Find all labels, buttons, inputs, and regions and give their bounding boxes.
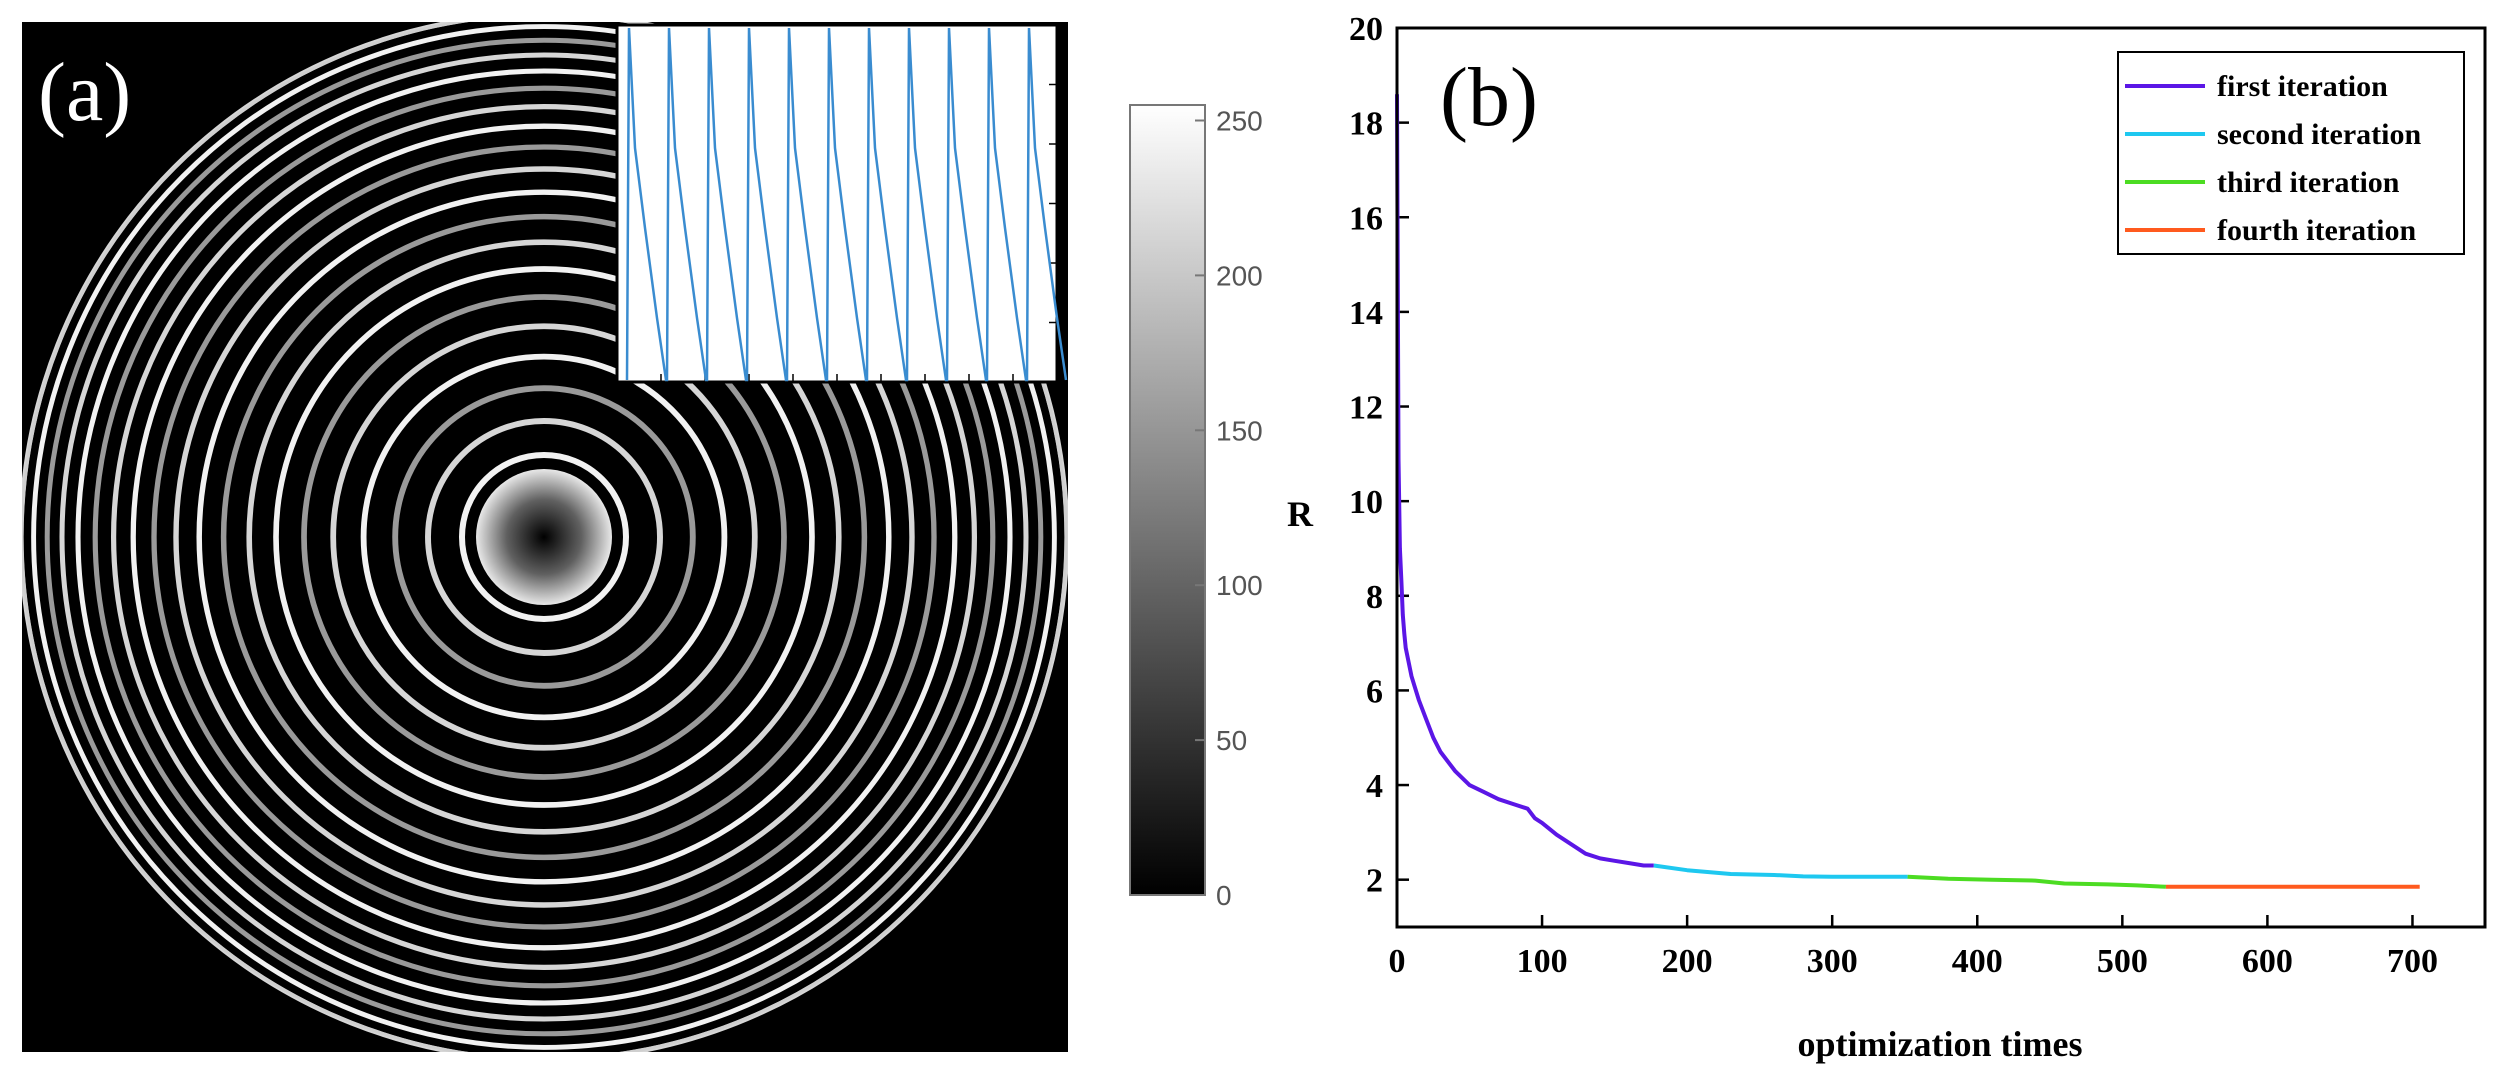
panel-a-label: (a): [38, 46, 131, 139]
y-tick-label: 20: [1349, 11, 1383, 48]
legend-label-3: third iteration: [2217, 166, 2400, 199]
colorbar-ticks: 0 50 100 150 200 250: [1195, 105, 1263, 911]
colorbar: 0 50 100 150 200 250: [1129, 104, 1263, 911]
y-tick-label: 12: [1349, 390, 1383, 427]
y-tick-label: 14: [1349, 295, 1383, 332]
phase-rings: [22, 22, 1068, 1052]
phase-ring: [173, 166, 915, 908]
y-tick-label: 2: [1366, 863, 1383, 900]
phase-ring: [151, 144, 937, 930]
y-tick-label: 10: [1349, 484, 1383, 521]
phase-ring: [459, 452, 629, 622]
legend-label-2: second iteration: [2217, 118, 2421, 151]
phase-ring: [196, 189, 892, 885]
colorbar-tick-label: 100: [1216, 570, 1263, 601]
colorbar-tick-label: 250: [1216, 105, 1263, 136]
x-tick-label: 500: [2097, 943, 2148, 980]
inset-sawtooth: [615, 23, 1068, 384]
y-tick-label: 18: [1349, 106, 1383, 143]
x-tick-label: 300: [1807, 943, 1858, 980]
phase-ring: [246, 239, 842, 835]
colorbar-tick-label: 50: [1216, 725, 1247, 756]
y-axis-label: R: [1287, 494, 1314, 534]
phase-ring: [425, 418, 663, 656]
legend-label-4: fourth iteration: [2217, 214, 2416, 247]
phase-center-spot: [476, 469, 612, 605]
phase-ring: [44, 37, 1044, 1037]
series-line-3: [1907, 874, 2166, 889]
y-tick-label: 8: [1366, 579, 1383, 616]
x-tick-label: 700: [2387, 943, 2438, 980]
phase-ring: [392, 385, 696, 689]
panel-b-label: (b): [1440, 51, 1538, 144]
chart-series: [1395, 94, 2420, 889]
inset-sawtooth-line: [625, 27, 1068, 382]
x-axis-label: optimization times: [1798, 1024, 2083, 1064]
phase-ring: [330, 323, 758, 751]
legend-label-1: first iteration: [2217, 70, 2388, 103]
phase-ring: [130, 123, 958, 951]
x-tick-label: 100: [1517, 943, 1568, 980]
colorbar-gradient: [1129, 104, 1206, 896]
phase-ring: [31, 24, 1057, 1050]
colorbar-tick-label: 200: [1216, 260, 1263, 291]
chart-ticks: 0 100 200 300 400 500 600 700 2 4 6 8 10 12 14 16 18 20: [1349, 11, 2438, 980]
plot-area-frame: [1395, 26, 2487, 929]
phase-ring: [301, 294, 787, 780]
phase-ring: [110, 103, 978, 971]
x-tick-label: 400: [1952, 943, 2003, 980]
y-tick-label: 6: [1366, 673, 1383, 710]
y-tick-label: 4: [1366, 768, 1383, 805]
phase-outer-edge: [22, 22, 1068, 1052]
x-tick-label: 600: [2242, 943, 2293, 980]
phase-ring: [75, 68, 1013, 1006]
phase-ring: [360, 353, 728, 721]
chart-panel: 0 100 200 300 400 500 600 700 2 4 6 8 10 12 14 16 18 20 (…: [1287, 11, 2487, 1064]
legend: first iteration second iteration third ite…: [2117, 51, 2465, 255]
x-tick-label: 0: [1389, 943, 1406, 980]
phase-ring: [273, 266, 815, 808]
series-line-2: [1653, 863, 1908, 879]
y-tick-label: 16: [1349, 200, 1383, 237]
colorbar-tick-label: 150: [1216, 415, 1263, 446]
phase-ring: [220, 213, 868, 861]
colorbar-tick-label: 0: [1216, 880, 1232, 911]
x-tick-label: 200: [1662, 943, 1713, 980]
phase-ring: [59, 52, 1029, 1022]
phase-ring: [92, 85, 996, 989]
series-line-1: [1395, 94, 1654, 868]
